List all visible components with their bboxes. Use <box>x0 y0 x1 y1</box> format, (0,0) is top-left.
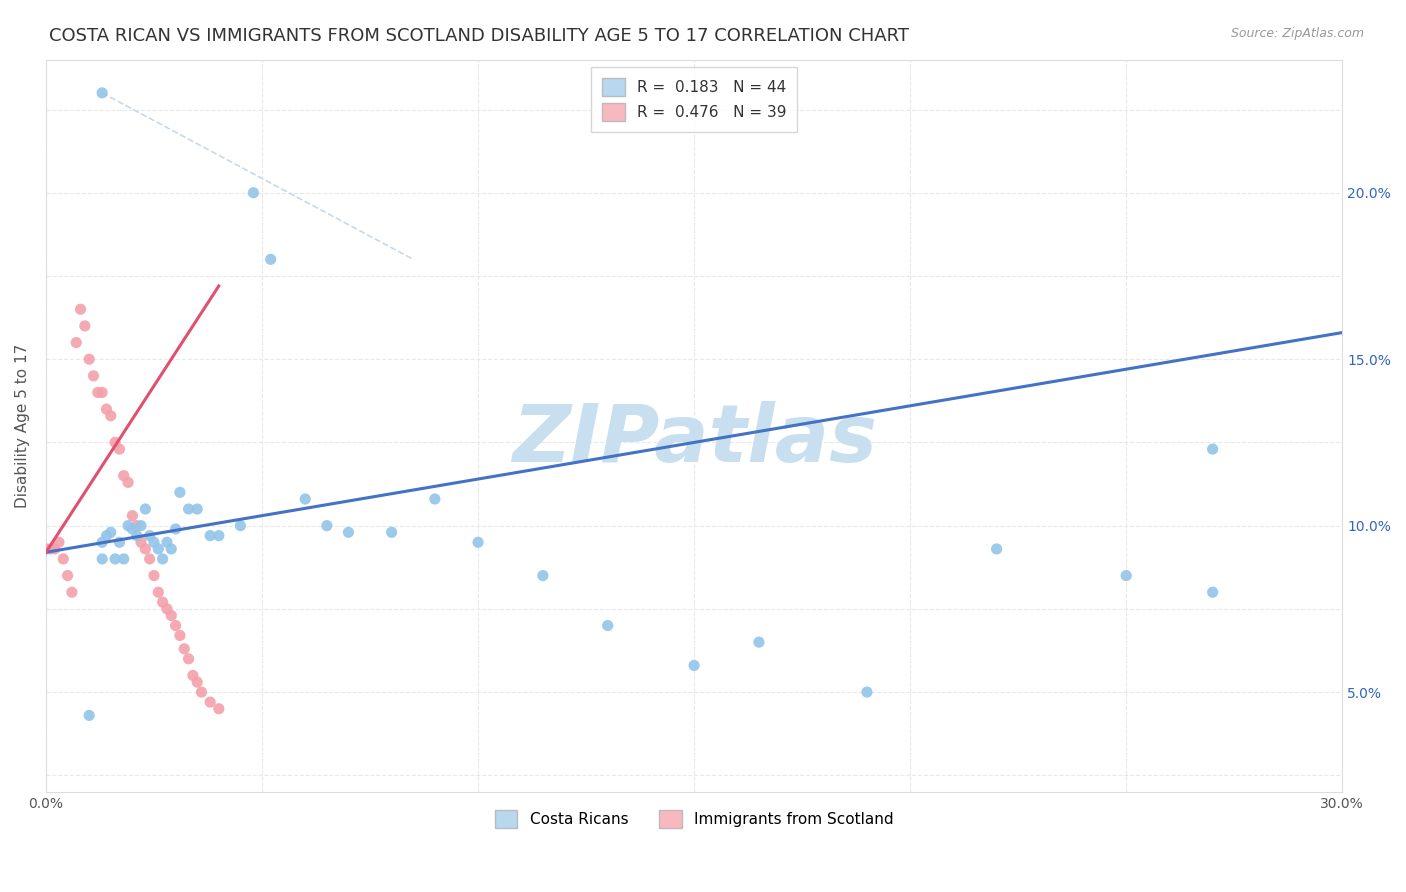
Legend: Costa Ricans, Immigrants from Scotland: Costa Ricans, Immigrants from Scotland <box>486 803 901 836</box>
Point <box>152 552 174 566</box>
Point <box>186 502 208 516</box>
Point <box>108 442 131 456</box>
Point <box>169 485 191 500</box>
Point <box>77 708 100 723</box>
Point <box>165 522 187 536</box>
Point <box>242 186 264 200</box>
Point <box>100 525 122 540</box>
Point <box>91 535 114 549</box>
Point <box>91 552 114 566</box>
Point <box>198 695 221 709</box>
Point <box>83 368 105 383</box>
Point <box>315 518 337 533</box>
Point <box>91 385 114 400</box>
Point <box>134 541 156 556</box>
Point <box>156 535 179 549</box>
Point <box>129 518 152 533</box>
Point <box>91 86 114 100</box>
Point <box>198 528 221 542</box>
Point <box>186 675 208 690</box>
Point <box>1201 585 1223 599</box>
Point <box>60 585 83 599</box>
Point <box>165 618 187 632</box>
Point <box>65 335 87 350</box>
Point <box>177 502 200 516</box>
Point <box>143 568 166 582</box>
Point <box>152 595 174 609</box>
Point <box>596 618 619 632</box>
Point <box>129 535 152 549</box>
Point <box>986 541 1008 556</box>
Point <box>229 518 252 533</box>
Point <box>294 491 316 506</box>
Point <box>73 318 96 333</box>
Point <box>117 475 139 490</box>
Point <box>96 528 118 542</box>
Point <box>117 518 139 533</box>
Point <box>104 435 127 450</box>
Point <box>156 602 179 616</box>
Text: COSTA RICAN VS IMMIGRANTS FROM SCOTLAND DISABILITY AGE 5 TO 17 CORRELATION CHART: COSTA RICAN VS IMMIGRANTS FROM SCOTLAND … <box>49 27 910 45</box>
Point <box>143 535 166 549</box>
Point <box>148 585 170 599</box>
Point <box>44 541 66 556</box>
Point <box>148 541 170 556</box>
Point <box>77 352 100 367</box>
Point <box>134 502 156 516</box>
Point <box>35 541 58 556</box>
Point <box>1201 442 1223 456</box>
Point <box>112 468 135 483</box>
Point <box>208 528 231 542</box>
Point <box>531 568 554 582</box>
Y-axis label: Disability Age 5 to 17: Disability Age 5 to 17 <box>15 343 30 508</box>
Point <box>337 525 360 540</box>
Point <box>125 528 148 542</box>
Point <box>423 491 446 506</box>
Point <box>260 252 283 267</box>
Point <box>160 608 183 623</box>
Point <box>112 552 135 566</box>
Point <box>1115 568 1137 582</box>
Point <box>69 302 91 317</box>
Point <box>467 535 489 549</box>
Point <box>190 685 212 699</box>
Point <box>173 641 195 656</box>
Point <box>104 552 127 566</box>
Point <box>121 508 143 523</box>
Point <box>160 541 183 556</box>
Point <box>177 652 200 666</box>
Point <box>683 658 706 673</box>
Point <box>381 525 404 540</box>
Point <box>52 552 75 566</box>
Point <box>39 541 62 556</box>
Point <box>48 535 70 549</box>
Point <box>208 702 231 716</box>
Text: Source: ZipAtlas.com: Source: ZipAtlas.com <box>1230 27 1364 40</box>
Point <box>121 522 143 536</box>
Point <box>108 535 131 549</box>
Point <box>181 668 204 682</box>
Point <box>138 552 160 566</box>
Point <box>138 528 160 542</box>
Point <box>125 518 148 533</box>
Point <box>169 628 191 642</box>
Point <box>96 402 118 417</box>
Point <box>100 409 122 423</box>
Point <box>856 685 879 699</box>
Point <box>748 635 770 649</box>
Point <box>87 385 110 400</box>
Point <box>56 568 79 582</box>
Text: ZIPatlas: ZIPatlas <box>512 401 876 479</box>
